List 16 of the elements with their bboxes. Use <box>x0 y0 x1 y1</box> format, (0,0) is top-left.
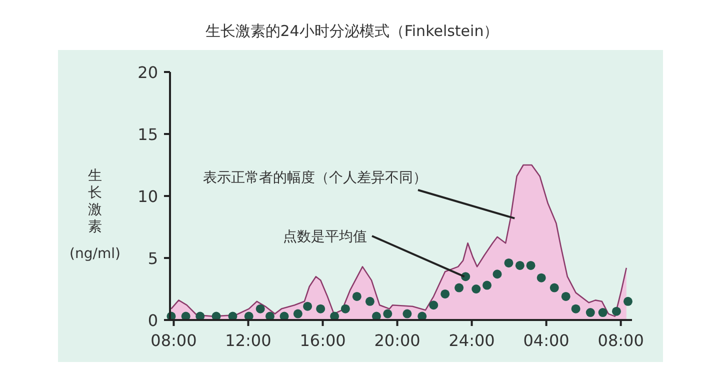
x-tick-label: 04:00 <box>523 331 570 350</box>
ylabel: 生长激素(ng/ml) <box>70 168 120 262</box>
x-tick-label: 08:00 <box>598 331 644 350</box>
x-tick-label: 20:00 <box>374 331 420 350</box>
y-tick-label: 20 <box>138 63 158 82</box>
annotation: 表示正常者的幅度（个人差异不同） <box>203 170 427 186</box>
x-tick-label: 08:00 <box>150 331 197 350</box>
x-tick-label: 12:00 <box>225 331 272 350</box>
x-tick-label: 16:00 <box>300 331 346 350</box>
y-tick-label: 0 <box>148 311 158 330</box>
x-tick-label: 24:00 <box>448 331 495 350</box>
y-tick-label: 5 <box>148 249 158 268</box>
annotation: 点数是平均值 <box>283 229 367 245</box>
chart-title: 生长激素的24小时分泌模式（Finkelstein） <box>205 22 499 40</box>
y-tick-label: 10 <box>138 187 158 206</box>
y-tick-label: 15 <box>138 125 158 144</box>
